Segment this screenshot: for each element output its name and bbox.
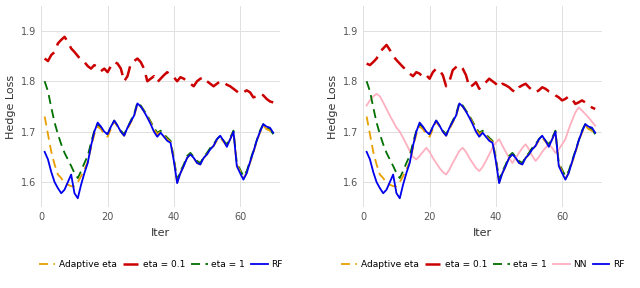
- Y-axis label: Hedge Loss: Hedge Loss: [328, 74, 337, 139]
- Legend: Adaptive eta, eta = 0.1, eta = 1, RF: Adaptive eta, eta = 0.1, eta = 1, RF: [35, 256, 286, 272]
- Y-axis label: Hedge Loss: Hedge Loss: [6, 74, 15, 139]
- Legend: Adaptive eta, eta = 0.1, eta = 1, NN, RF: Adaptive eta, eta = 0.1, eta = 1, NN, RF: [337, 256, 628, 272]
- X-axis label: Iter: Iter: [473, 228, 492, 238]
- X-axis label: Iter: Iter: [151, 228, 170, 238]
